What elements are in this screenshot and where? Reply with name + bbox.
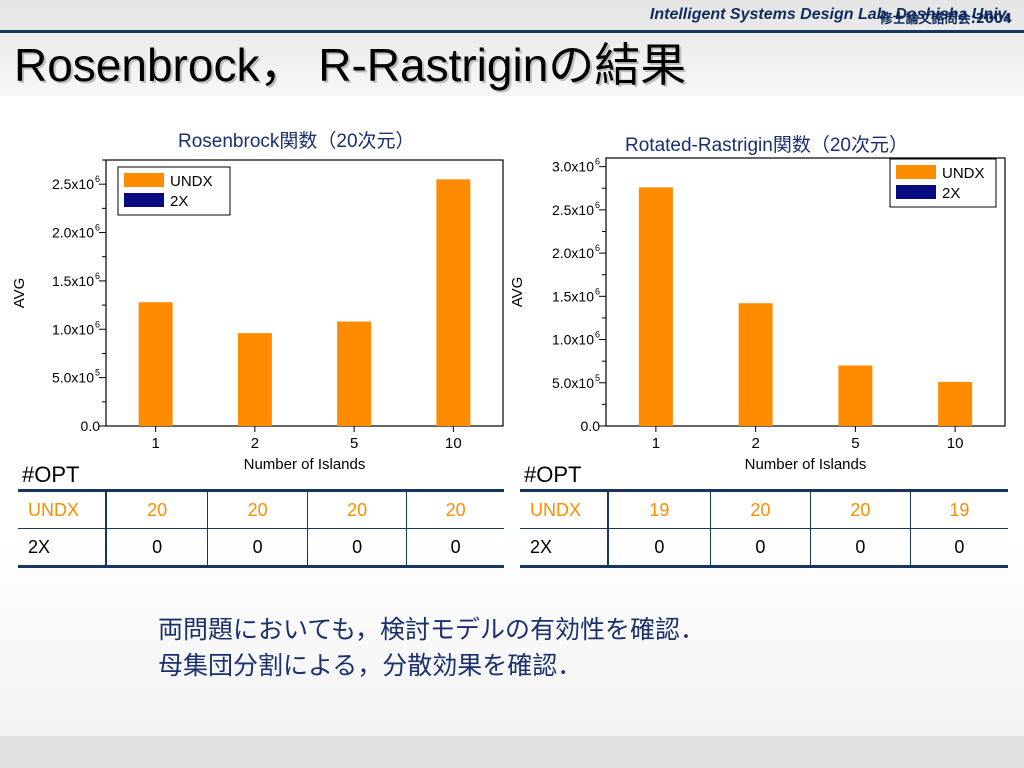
- x-tick-label: 10: [947, 435, 964, 452]
- plot-frame: [105, 159, 504, 427]
- bar-undx: [938, 381, 973, 426]
- y-tick-label: 0.0: [581, 418, 601, 434]
- legend-label: 2X: [170, 193, 188, 210]
- legend-swatch-2x: [124, 193, 164, 207]
- legend-swatch-2x: [896, 185, 936, 199]
- footer-band: [0, 736, 1024, 768]
- chart-title-rastrigin: Rotated-Rastrigin関数（20次元）: [625, 135, 908, 156]
- y-tick-label: 0.0: [81, 418, 101, 434]
- opt-label-rosenbrock: #OPT: [22, 462, 80, 487]
- header-rule: [0, 30, 1024, 33]
- table-cell: 0: [909, 528, 1008, 568]
- conference-label: 修士論文諮問会:2004: [879, 12, 1012, 27]
- chart-rastrigin: 0.05.0x10 51.0x10 61.5x10 62.0x10 62.5x10 63.…: [509, 157, 1006, 473]
- y-tick-exponent: 6: [95, 174, 100, 184]
- opt-label-rastrigin: #OPT: [524, 462, 582, 487]
- y-tick-exponent: 6: [95, 271, 100, 281]
- bar-undx: [237, 333, 272, 426]
- legend-label: 2X: [942, 185, 960, 202]
- row-label: 2X: [520, 528, 609, 568]
- y-tick-exponent: 6: [595, 286, 600, 296]
- header-band: [0, 0, 1024, 96]
- x-axis-title: Number of Islands: [244, 456, 366, 473]
- table-row-undx: UNDX 20 20 20 20: [18, 489, 504, 529]
- table-cell: 0: [406, 528, 504, 568]
- x-tick-label: 2: [251, 435, 259, 452]
- y-tick-label: 3.0x10: [552, 159, 594, 175]
- table-cell: 20: [105, 489, 208, 529]
- x-tick-label: 5: [851, 435, 859, 452]
- bar-undx: [638, 187, 673, 426]
- conclusion-line: 母集団分割による，分散効果を確認．: [158, 651, 583, 680]
- x-tick-label: 5: [350, 435, 358, 452]
- y-tick-exponent: 6: [595, 200, 600, 210]
- y-tick-exponent: 6: [95, 223, 100, 233]
- bar-undx: [337, 321, 372, 426]
- table-cell: 0: [306, 528, 407, 568]
- y-tick-label: 1.0x10: [52, 321, 94, 337]
- y-tick-label: 5.0x10: [52, 370, 94, 386]
- y-tick-label: 1.5x10: [552, 288, 594, 304]
- y-tick-label: 1.5x10: [52, 273, 94, 289]
- table-cell: 19: [607, 489, 711, 529]
- y-tick-label: 2.5x10: [52, 176, 94, 192]
- x-tick-label: 1: [151, 435, 159, 452]
- conclusion-line: 両問題においても，検討モデルの有効性を確認．: [158, 615, 706, 644]
- row-label: UNDX: [520, 489, 609, 529]
- footer-lab: Intelligent Systems Design Lab. Doshisha…: [649, 6, 1010, 23]
- legend-swatch-undx: [896, 165, 936, 179]
- y-tick-label: 5.0x10: [552, 375, 594, 391]
- bar-undx: [138, 302, 173, 426]
- x-tick-label: 1: [652, 435, 660, 452]
- table-cell: 19: [909, 489, 1008, 529]
- table-cell: 20: [809, 489, 911, 529]
- bar-undx: [838, 365, 873, 426]
- legend-swatch-undx: [124, 173, 164, 187]
- legend-label: UNDX: [170, 173, 213, 190]
- y-axis-title: AVG: [11, 278, 28, 309]
- x-tick-label: 2: [751, 435, 759, 452]
- chart-rosenbrock: 0.05.0x10 51.0x10 61.5x10 62.0x10 62.5x10 61 2…: [11, 159, 504, 473]
- table-row-undx: UNDX 19 20 20 19: [520, 489, 1008, 529]
- slide-title: Rosenbrock， R-Rastriginの結果: [14, 39, 687, 91]
- bar-undx: [436, 179, 471, 426]
- row-label: UNDX: [18, 489, 107, 529]
- table-row-2x: 2X 0 0 0 0: [18, 528, 504, 568]
- y-tick-label: 2.0x10: [52, 225, 94, 241]
- table-cell: 20: [709, 489, 811, 529]
- y-tick-label: 1.0x10: [552, 332, 594, 348]
- y-tick-exponent: 6: [595, 157, 600, 167]
- table-cell: 20: [207, 489, 308, 529]
- y-tick-exponent: 5: [595, 373, 600, 383]
- y-tick-label: 2.5x10: [552, 202, 594, 218]
- x-axis-title: Number of Islands: [745, 456, 867, 473]
- opt-table-rosenbrock: UNDX 20 20 20 20 2X 0 0 0 0: [18, 489, 504, 568]
- y-tick-exponent: 6: [595, 243, 600, 253]
- y-axis-title: AVG: [509, 277, 526, 308]
- bar-undx: [738, 303, 773, 426]
- table-cell: 0: [709, 528, 811, 568]
- table-cell: 0: [105, 528, 208, 568]
- table-row-2x: 2X 0 0 0 0: [520, 528, 1008, 568]
- x-tick-label: 10: [445, 435, 462, 452]
- y-tick-exponent: 5: [95, 368, 100, 378]
- y-tick-exponent: 6: [595, 330, 600, 340]
- plot-frame: [605, 157, 1006, 427]
- table-cell: 0: [607, 528, 711, 568]
- y-tick-label: 2.0x10: [552, 245, 594, 261]
- table-cell: 20: [406, 489, 504, 529]
- legend-label: UNDX: [942, 165, 985, 182]
- row-label: 2X: [18, 528, 107, 568]
- opt-table-rastrigin: UNDX 19 20 20 19 2X 0 0 0 0: [520, 489, 1008, 568]
- table-cell: 0: [207, 528, 308, 568]
- table-cell: 20: [306, 489, 407, 529]
- chart-title-rosenbrock: Rosenbrock関数（20次元）: [178, 131, 415, 152]
- y-tick-exponent: 6: [95, 319, 100, 329]
- table-cell: 0: [809, 528, 911, 568]
- conclusion-text: 両問題においても，検討モデルの有効性を確認． 母集団分割による，分散効果を確認．: [158, 612, 705, 684]
